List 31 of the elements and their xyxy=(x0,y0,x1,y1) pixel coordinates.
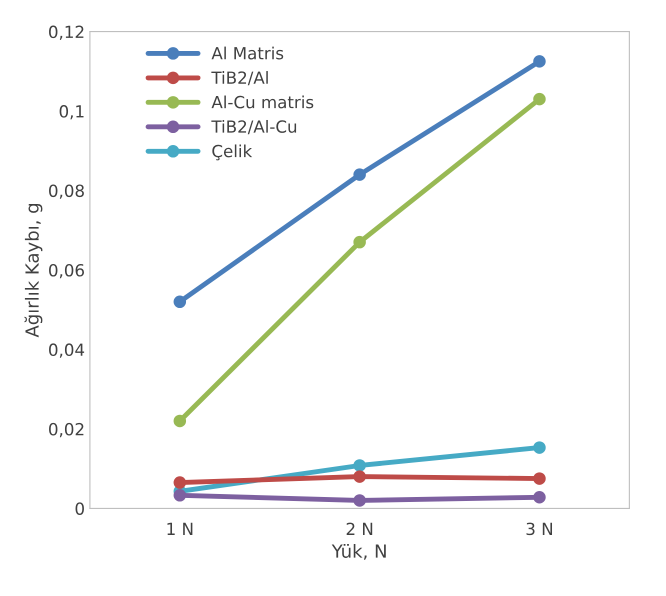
y-tick-label: 0,06 xyxy=(49,264,84,278)
point xyxy=(353,459,366,472)
x-tick-label: 3 N xyxy=(526,522,552,536)
legend-label: Al Matris xyxy=(212,46,284,60)
point xyxy=(174,489,186,502)
y-tick-label: 0,1 xyxy=(60,105,84,120)
legend-label: Çelik xyxy=(212,144,252,160)
y-axis-title: Ağırlık Kaybı, g xyxy=(24,204,42,338)
point xyxy=(533,92,546,106)
point xyxy=(533,472,546,485)
y-tick-label: 0,12 xyxy=(49,26,84,40)
point xyxy=(533,491,546,504)
y-tick-label: 0,08 xyxy=(49,184,84,199)
y-tick-label: 0,04 xyxy=(49,343,84,358)
y-tick-label: 0,02 xyxy=(49,422,84,438)
point xyxy=(174,414,186,428)
point xyxy=(353,236,366,248)
legend-label: TiB2/Al-Cu xyxy=(211,120,296,134)
legend-label: Al-Cu matris xyxy=(212,96,314,108)
point xyxy=(353,470,366,483)
x-axis-title: Yük, N xyxy=(332,544,386,560)
y-tick-label: 0 xyxy=(76,502,84,515)
point xyxy=(174,296,186,308)
point xyxy=(533,441,546,454)
legend-label: TiB2/Al xyxy=(211,71,268,86)
x-tick-label: 2 N xyxy=(346,522,372,535)
point xyxy=(353,494,366,507)
point xyxy=(353,168,366,181)
x-tick-label: 1 N xyxy=(167,522,192,535)
point xyxy=(174,476,186,489)
point xyxy=(533,55,546,68)
